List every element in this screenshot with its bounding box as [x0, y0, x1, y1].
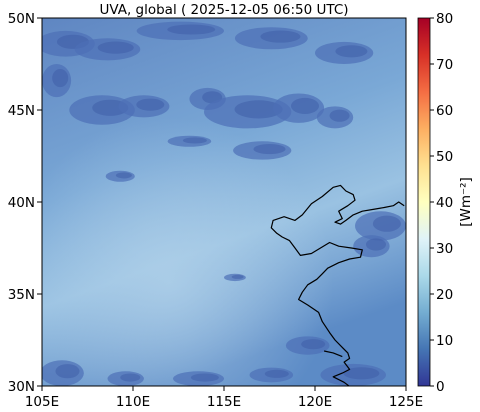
- cloud-patch-core: [182, 137, 207, 144]
- cloud-patch-core: [253, 144, 286, 155]
- colorbar-tick-label: 20: [436, 287, 453, 303]
- y-tick-label: 45N: [8, 103, 35, 119]
- cloud-layer: [42, 21, 406, 386]
- colorbar-tick-label: 40: [436, 195, 453, 211]
- y-tick-label: 30N: [8, 379, 35, 395]
- x-tick-label: 115E: [207, 394, 241, 410]
- cloud-patch-core: [190, 373, 219, 382]
- colorbar-ticks: 0 10 20 30 40 50 60 70 80: [430, 11, 453, 395]
- cloud-patch-core: [290, 97, 320, 115]
- cloud-patch-core: [97, 41, 134, 54]
- cloud-patch-core: [55, 364, 80, 379]
- cloud-patch-core: [167, 24, 216, 35]
- colorbar-tick-label: 70: [436, 57, 453, 73]
- y-tick-label: 40N: [8, 195, 35, 211]
- map-light-overlay: [42, 18, 406, 386]
- cloud-patch-core: [120, 373, 141, 382]
- cloud-patch-core: [260, 30, 301, 43]
- colorbar: 0 10 20 30 40 50 60 70 80 [Wm⁻²]: [417, 11, 474, 395]
- coastline: [270, 184, 405, 386]
- map-title: UVA, global ( 2025-12-05 06:50 UTC): [99, 2, 348, 18]
- cloud-patch-core: [52, 68, 69, 88]
- cloud-patch-core: [264, 369, 289, 378]
- colorbar-tick-label: 80: [436, 11, 453, 27]
- x-tick-label: 110E: [116, 394, 150, 410]
- cloud-patch-core: [329, 109, 350, 122]
- cloud-patch-core: [372, 215, 401, 232]
- x-tick-label: 125E: [389, 394, 423, 410]
- colorbar-label: [Wm⁻²]: [458, 177, 474, 227]
- cloud-patch-core: [115, 172, 132, 179]
- colorbar-tick-label: 0: [436, 379, 445, 395]
- colorbar-tick-label: 60: [436, 103, 453, 119]
- coastline-layer: [270, 184, 405, 386]
- y-tick-label: 50N: [8, 11, 35, 27]
- cloud-patch-core: [301, 339, 326, 350]
- cloud-patch-core: [343, 367, 380, 380]
- cloud-patch-core: [231, 274, 244, 279]
- x-axis: 105E 110E 115E 120E 125E: [25, 386, 423, 410]
- x-tick-label: 120E: [298, 394, 332, 410]
- x-tick-label: 105E: [25, 394, 59, 410]
- cloud-patch-core: [335, 45, 368, 58]
- colorbar-tick-label: 50: [436, 149, 453, 165]
- colorbar-tick-label: 30: [436, 241, 453, 257]
- y-axis: 30N 35N 40N 45N 50N: [8, 11, 42, 395]
- colorbar-tick-label: 10: [436, 333, 453, 349]
- cloud-patch-core: [136, 98, 165, 111]
- cloud-patch-core: [365, 238, 386, 251]
- cloud-patch-core: [234, 100, 283, 119]
- y-tick-label: 35N: [8, 287, 35, 303]
- map-panel: 105E 110E 115E 120E 125E 30N 35N 40N 45N 50N: [8, 11, 423, 410]
- colorbar-bar: [417, 17, 431, 387]
